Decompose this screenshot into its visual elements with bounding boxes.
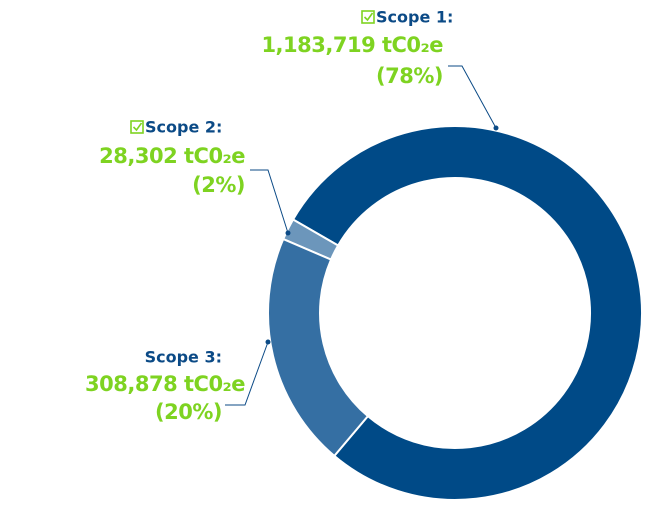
checkbox-icon xyxy=(130,120,144,134)
percent-label: (78%) xyxy=(376,64,443,88)
leader-dot xyxy=(493,125,499,131)
leader-line xyxy=(250,169,289,234)
category-label: Scope 2: xyxy=(145,118,222,137)
leader-line xyxy=(225,341,269,406)
donut-slice xyxy=(291,125,643,501)
category-label: Scope 3: xyxy=(145,348,222,367)
slices xyxy=(267,125,643,501)
value-label: 28,302 tC0₂e xyxy=(99,144,245,168)
donut-slice xyxy=(267,237,370,458)
value-label: 1,183,719 tC0₂e xyxy=(261,33,443,57)
leader-dot xyxy=(265,339,271,345)
leader-dot xyxy=(285,230,291,236)
category-label: Scope 1: xyxy=(376,8,453,27)
leader-line xyxy=(448,65,497,129)
checkbox-icon xyxy=(361,10,375,24)
value-label: 308,878 tC0₂e xyxy=(85,372,245,396)
percent-label: (20%) xyxy=(155,400,222,424)
percent-label: (2%) xyxy=(192,173,245,197)
